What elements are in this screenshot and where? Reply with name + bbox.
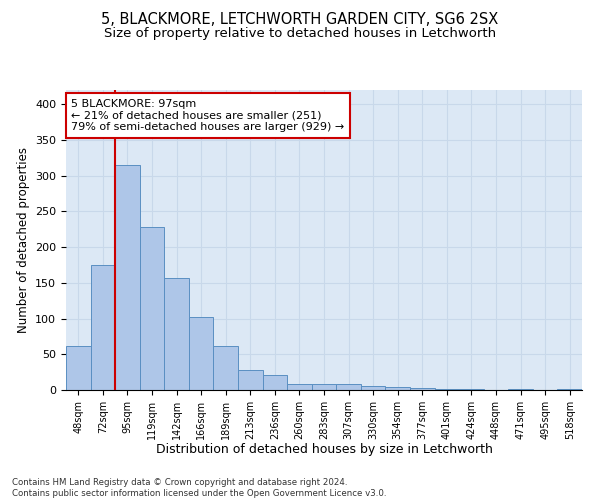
Text: Distribution of detached houses by size in Letchworth: Distribution of detached houses by size … — [155, 442, 493, 456]
Text: Contains HM Land Registry data © Crown copyright and database right 2024.
Contai: Contains HM Land Registry data © Crown c… — [12, 478, 386, 498]
Bar — [263, 375, 287, 390]
Text: Size of property relative to detached houses in Letchworth: Size of property relative to detached ho… — [104, 28, 496, 40]
Text: 5, BLACKMORE, LETCHWORTH GARDEN CITY, SG6 2SX: 5, BLACKMORE, LETCHWORTH GARDEN CITY, SG… — [101, 12, 499, 28]
Bar — [385, 387, 410, 390]
Bar — [287, 384, 312, 390]
Text: 5 BLACKMORE: 97sqm
← 21% of detached houses are smaller (251)
79% of semi-detach: 5 BLACKMORE: 97sqm ← 21% of detached hou… — [71, 99, 344, 132]
Bar — [164, 278, 189, 390]
Y-axis label: Number of detached properties: Number of detached properties — [17, 147, 29, 333]
Bar — [312, 384, 336, 390]
Bar — [91, 265, 115, 390]
Bar — [66, 346, 91, 390]
Bar — [410, 388, 434, 390]
Bar — [115, 165, 140, 390]
Bar — [557, 388, 582, 390]
Bar — [361, 386, 385, 390]
Bar — [189, 317, 214, 390]
Bar — [336, 384, 361, 390]
Bar — [214, 346, 238, 390]
Bar — [140, 227, 164, 390]
Bar — [238, 370, 263, 390]
